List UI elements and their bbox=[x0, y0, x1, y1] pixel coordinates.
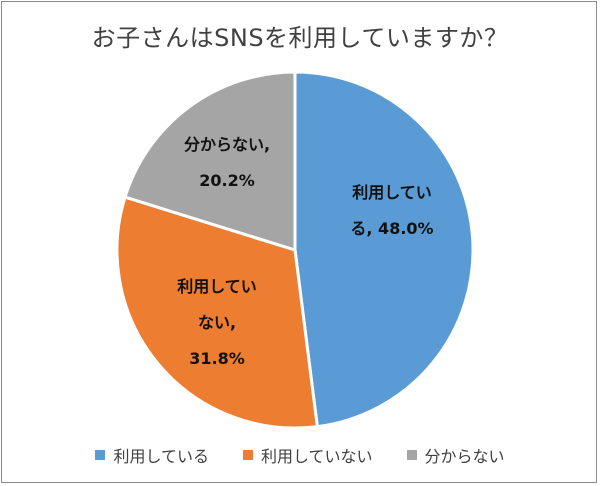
legend-swatch-using bbox=[95, 450, 106, 460]
legend-label-not-using: 利用していない bbox=[260, 447, 373, 466]
data-label-not-using-line: 利用してい bbox=[177, 277, 257, 296]
data-label-using: 利用している, 48.0% bbox=[350, 183, 433, 238]
data-label-unknown-line: 分からない, bbox=[184, 135, 270, 154]
legend-swatch-not-using bbox=[242, 450, 253, 460]
data-label-not-using: 利用していない, 31.8% bbox=[177, 277, 257, 368]
slice-unknown bbox=[123, 70, 297, 253]
slice-not-using bbox=[115, 195, 319, 430]
slice-using bbox=[293, 70, 475, 429]
pie-slices bbox=[115, 70, 475, 430]
legend-label-unknown: 分からない bbox=[424, 447, 505, 466]
data-label-not-using-line: ない, bbox=[198, 313, 236, 332]
data-label-using-line: 利用してい bbox=[352, 183, 432, 202]
chart-title: お子さんはSNSを利用していますか？ bbox=[91, 24, 509, 52]
data-label-unknown-line: 20.2% bbox=[199, 171, 255, 190]
legend-item-unknown: 分からない bbox=[406, 443, 505, 467]
legend-item-not-using: 利用していない bbox=[242, 443, 373, 467]
legend: 利用している 利用していない 分からない bbox=[0, 443, 600, 467]
legend-label-using: 利用している bbox=[113, 447, 209, 466]
data-label-unknown: 分からない, 20.2% bbox=[184, 135, 270, 190]
pie-data-labels: 利用している, 48.0%利用していない, 31.8%分からない, 20.2% bbox=[177, 135, 433, 368]
legend-item-using: 利用している bbox=[95, 443, 209, 467]
legend-swatch-unknown bbox=[406, 450, 417, 460]
data-label-using-line: る, 48.0% bbox=[350, 219, 433, 238]
data-label-not-using-line: 31.8% bbox=[189, 349, 245, 368]
